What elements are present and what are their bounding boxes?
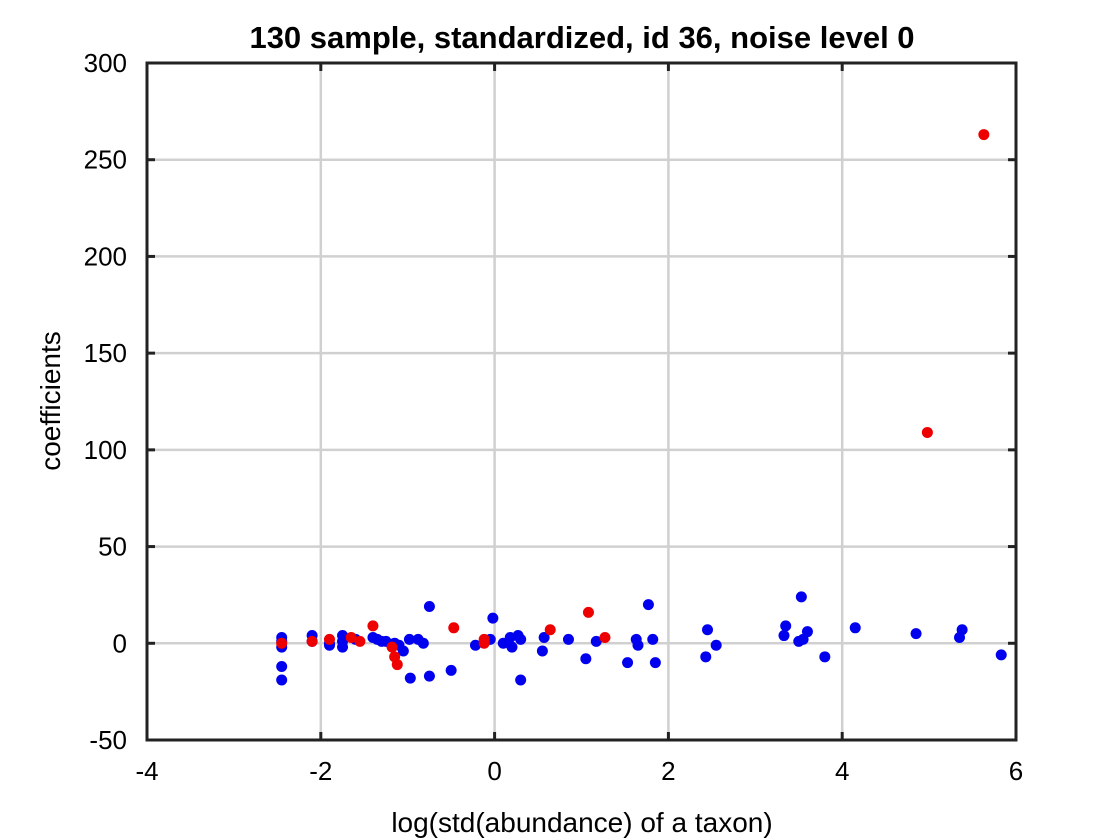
y-tick-label: 0 — [113, 628, 127, 658]
blue-data-point — [710, 639, 722, 651]
blue-data-point — [397, 645, 409, 657]
blue-data-point — [780, 620, 792, 632]
blue-data-point — [642, 599, 654, 611]
blue-data-point — [417, 637, 429, 649]
red-data-point — [448, 622, 460, 634]
blue-data-point — [337, 641, 349, 653]
blue-data-point — [580, 653, 592, 665]
blue-data-point — [995, 649, 1007, 661]
blue-data-point — [445, 664, 457, 676]
y-tick-label: 200 — [84, 241, 127, 271]
y-tick-label: 150 — [84, 338, 127, 368]
blue-data-point — [423, 601, 435, 613]
blue-data-point — [562, 633, 574, 645]
red-data-point — [544, 624, 556, 636]
blue-data-point — [590, 635, 602, 647]
blue-data-point — [487, 612, 499, 624]
blue-data-point — [506, 641, 518, 653]
blue-data-point — [276, 660, 288, 672]
blue-data-point — [649, 657, 661, 669]
plot-frame — [145, 61, 1018, 742]
red-data-point — [367, 620, 379, 632]
x-tick-label: 0 — [487, 756, 501, 786]
blue-data-point — [622, 657, 634, 669]
blue-data-point — [956, 624, 968, 636]
blue-data-point — [910, 628, 922, 640]
red-data-point — [345, 631, 357, 643]
x-tick-label: -2 — [309, 756, 332, 786]
y-tick-label: 100 — [84, 435, 127, 465]
blue-data-point — [801, 626, 813, 638]
data-points — [276, 129, 1007, 686]
blue-data-point — [404, 672, 416, 684]
blue-data-point — [469, 639, 481, 651]
red-data-point — [582, 606, 594, 618]
blue-data-point — [819, 651, 831, 663]
red-data-point — [391, 659, 403, 671]
blue-data-point — [536, 645, 548, 657]
chart-title: 130 sample, standardized, id 36, noise l… — [249, 20, 914, 55]
blue-data-point — [423, 670, 435, 682]
blue-data-point — [647, 633, 659, 645]
blue-data-point — [276, 674, 288, 686]
grid-lines — [147, 63, 1016, 740]
y-tick-label: -50 — [89, 725, 127, 755]
y-tick-label: 50 — [98, 532, 127, 562]
red-data-point — [354, 635, 366, 647]
x-tick-label: 4 — [835, 756, 849, 786]
red-data-point — [978, 129, 990, 141]
red-data-point — [599, 631, 611, 643]
blue-data-point — [515, 674, 527, 686]
blue-data-point — [700, 651, 712, 663]
red-data-point — [323, 633, 335, 645]
blue-data-point — [632, 639, 644, 651]
x-tick-label: 2 — [661, 756, 675, 786]
blue-data-point — [849, 622, 861, 634]
blue-data-point — [515, 633, 527, 645]
y-axis-label: coefficients — [35, 331, 66, 471]
x-axis-label: log(std(abundance) of a taxon) — [391, 807, 772, 838]
blue-data-point — [702, 624, 714, 636]
x-tick-label: -4 — [135, 756, 158, 786]
blue-data-point — [538, 631, 550, 643]
red-data-point — [306, 635, 318, 647]
red-data-point — [276, 637, 288, 649]
blue-data-point — [795, 591, 807, 603]
y-axis-ticks: -50 0 50 100 150 200 250 300 — [84, 48, 1016, 755]
red-data-point — [921, 426, 933, 438]
blue-data-point — [403, 633, 415, 645]
y-tick-label: 250 — [84, 145, 127, 175]
x-tick-label: 6 — [1009, 756, 1023, 786]
axes-box — [145, 61, 1018, 742]
y-tick-label: 300 — [84, 48, 127, 78]
red-data-point — [478, 637, 490, 649]
x-axis-ticks: -4 -2 0 2 4 6 — [135, 63, 1023, 786]
red-data-point — [386, 641, 398, 653]
blue-data-point — [778, 630, 790, 642]
